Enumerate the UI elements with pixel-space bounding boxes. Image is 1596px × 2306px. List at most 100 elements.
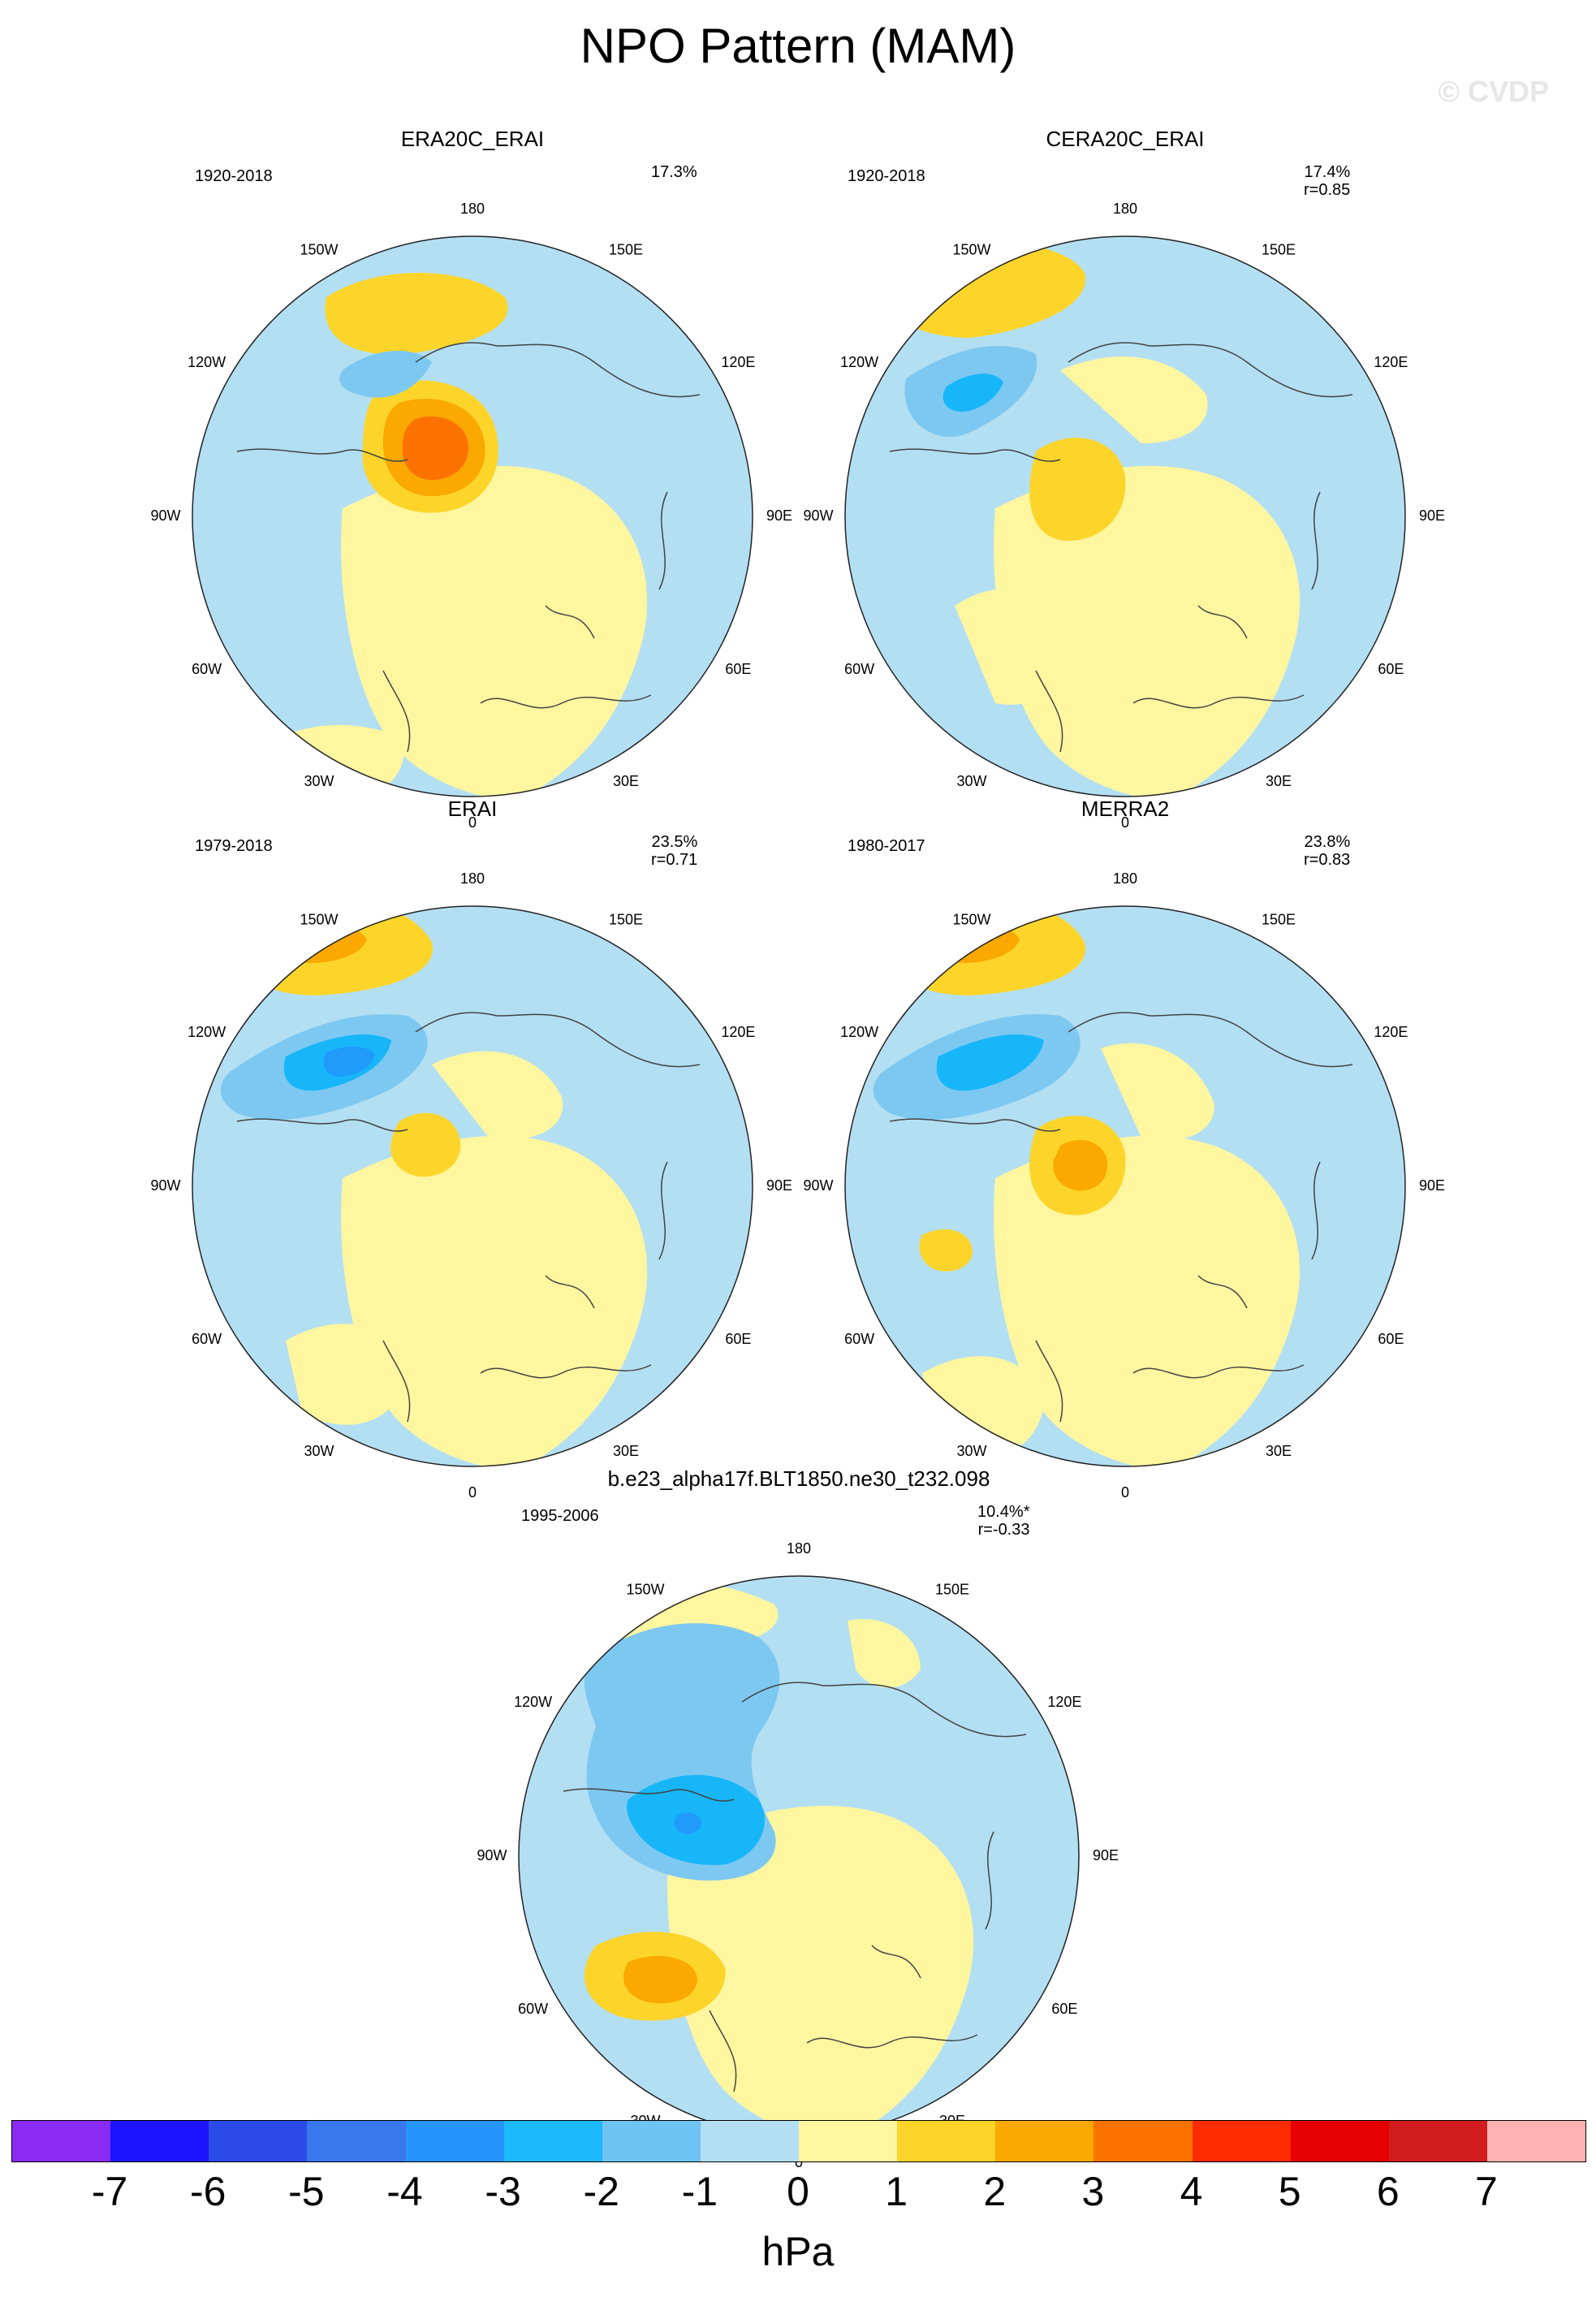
coastline — [889, 1012, 1353, 1423]
contour-region-light — [286, 1324, 408, 1425]
longitude-label: 150E — [935, 1581, 969, 1597]
colorbar-cell — [1192, 2121, 1291, 2161]
negative-anomaly-region — [339, 351, 432, 398]
longitude-label: 60E — [1051, 2001, 1077, 2017]
watermark: © CVDP — [1438, 75, 1549, 108]
colorbar-tick-label: -1 — [681, 2169, 718, 2214]
longitude-label: 60E — [725, 661, 751, 677]
colorbar-tick-label: 3 — [1081, 2169, 1105, 2214]
longitude-label: 30W — [956, 1443, 986, 1459]
longitude-label: 90W — [803, 1177, 833, 1194]
contour-region-light — [521, 494, 594, 565]
negative-anomaly-region — [943, 374, 1003, 412]
negative-anomaly-region — [674, 1812, 701, 1834]
colorbar-tick-label: -2 — [583, 2169, 619, 2214]
panel-title: CERA20C_ERAI — [1046, 127, 1205, 151]
longitude-label: 180 — [787, 1540, 811, 1557]
coastline — [889, 342, 1353, 753]
longitude-label: 90W — [477, 1847, 507, 1863]
contour-region-light — [848, 1619, 921, 1688]
polar-map: 180 150E 120E 90E 60E 30E 0 30W 60W 90W 120W 150W — [150, 201, 792, 831]
polar-map: 180 150E 120E 90E 60E 30E 0 30W 60W 90W 120W 150W — [803, 201, 1445, 831]
longitude-label: 90E — [1419, 1177, 1445, 1194]
panel-title: MERRA2 — [1081, 797, 1170, 821]
positive-anomaly-region — [919, 1229, 973, 1272]
longitude-label: 150W — [300, 911, 338, 927]
positive-anomaly-region — [1053, 1139, 1108, 1191]
panel-variance: 17.4% — [1304, 163, 1351, 181]
colorbar-tick-label: 0 — [787, 2169, 809, 2214]
contour-region-light — [667, 1805, 974, 2136]
longitude-label: 120W — [840, 1024, 878, 1040]
colorbar-tick-label: -7 — [91, 2169, 128, 2214]
colorbar-tick-label: 2 — [983, 2169, 1007, 2214]
longitude-label: 0 — [468, 1484, 477, 1501]
longitude-label: 150W — [626, 1581, 664, 1597]
longitude-label: 90E — [1419, 507, 1445, 524]
panel-stats: 23.5% r=0.71 — [651, 833, 697, 869]
colorbar-tick-label: 4 — [1180, 2169, 1203, 2214]
negative-anomaly-region — [936, 1034, 1044, 1091]
longitude-label: 0 — [1121, 814, 1129, 831]
longitude-label: 150E — [609, 911, 643, 927]
longitude-label: 180 — [460, 201, 485, 217]
coastline — [236, 342, 701, 753]
longitude-label: 90W — [150, 1177, 180, 1194]
panel-variance: 17.3% — [651, 163, 697, 181]
contour-region-light — [994, 1135, 1301, 1466]
longitude-label: 60E — [1378, 1331, 1404, 1347]
longitude-label: 120E — [721, 354, 755, 370]
longitude-label: 150E — [1262, 241, 1296, 257]
panel-variance: 10.4%* — [977, 1503, 1030, 1521]
contour-region-light — [1060, 356, 1208, 443]
map-boundary — [192, 905, 753, 1467]
panel-stats: 10.4%* r=-0.33 — [977, 1503, 1030, 1539]
panel-title: b.e23_alpha17f.BLT1850.ne30_t232.098 — [607, 1466, 990, 1491]
positive-anomaly-region — [325, 273, 508, 355]
map-boundary — [844, 235, 1406, 797]
positive-anomaly-region — [402, 416, 468, 480]
longitude-label: 60W — [518, 2001, 548, 2017]
panel-stats: 23.8% r=0.83 — [1304, 833, 1350, 869]
map-panel-era20c-erai: ERA20C_ERAI 1920-2018 17.3% 180 150E 120E 9… — [140, 127, 805, 849]
longitude-label: 60W — [844, 1331, 874, 1347]
positive-anomaly-region — [1029, 438, 1126, 541]
colorbar-cell — [799, 2121, 898, 2161]
longitude-label: 150W — [300, 241, 338, 257]
contour-region-light — [955, 589, 1068, 705]
panel-title: ERA20C_ERAI — [400, 127, 545, 151]
longitude-label: 60E — [725, 1331, 751, 1347]
longitude-label: 30E — [613, 1443, 639, 1459]
panel-title: ERAI — [447, 797, 498, 821]
map-boundary — [844, 905, 1406, 1467]
negative-anomaly-region — [323, 1046, 375, 1077]
coastline — [236, 1012, 701, 1423]
colorbar-cell — [602, 2121, 701, 2161]
colorbar-cell — [995, 2121, 1094, 2161]
longitude-label: 90W — [803, 507, 833, 524]
colorbar-tick-label: 1 — [885, 2169, 908, 2214]
colorbar — [11, 2120, 1586, 2162]
longitude-label: 150W — [952, 241, 990, 257]
longitude-label: 30W — [304, 1443, 334, 1459]
longitude-label: 0 — [1121, 1484, 1129, 1501]
colorbar-unit: hPa — [761, 2229, 835, 2274]
longitude-label: 120W — [188, 354, 226, 370]
longitude-label: 60E — [1378, 661, 1404, 677]
longitude-label: 90W — [150, 507, 180, 524]
longitude-label: 60W — [192, 661, 222, 677]
longitude-label: 120E — [1374, 354, 1408, 370]
longitude-label: 30W — [956, 773, 986, 789]
colorbar-tick-label: 5 — [1278, 2169, 1301, 2214]
longitude-label: 90E — [766, 1177, 792, 1194]
colorbar-cell — [503, 2121, 602, 2161]
panel-years: 1995-2006 — [521, 1507, 599, 1525]
panel-years: 1920-2018 — [195, 167, 273, 185]
longitude-label: 60W — [192, 1331, 222, 1347]
longitude-label: 120E — [1374, 1024, 1408, 1040]
longitude-label: 30E — [1266, 1443, 1292, 1459]
colorbar-cell — [307, 2121, 406, 2161]
colorbar-ticks: -7 -6 -5 -4 -3 -2 -1 0 1 2 3 4 5 6 7 — [11, 2168, 1585, 2217]
positive-anomaly-region — [623, 1955, 697, 2004]
panel-variance: 23.5% — [651, 833, 698, 851]
